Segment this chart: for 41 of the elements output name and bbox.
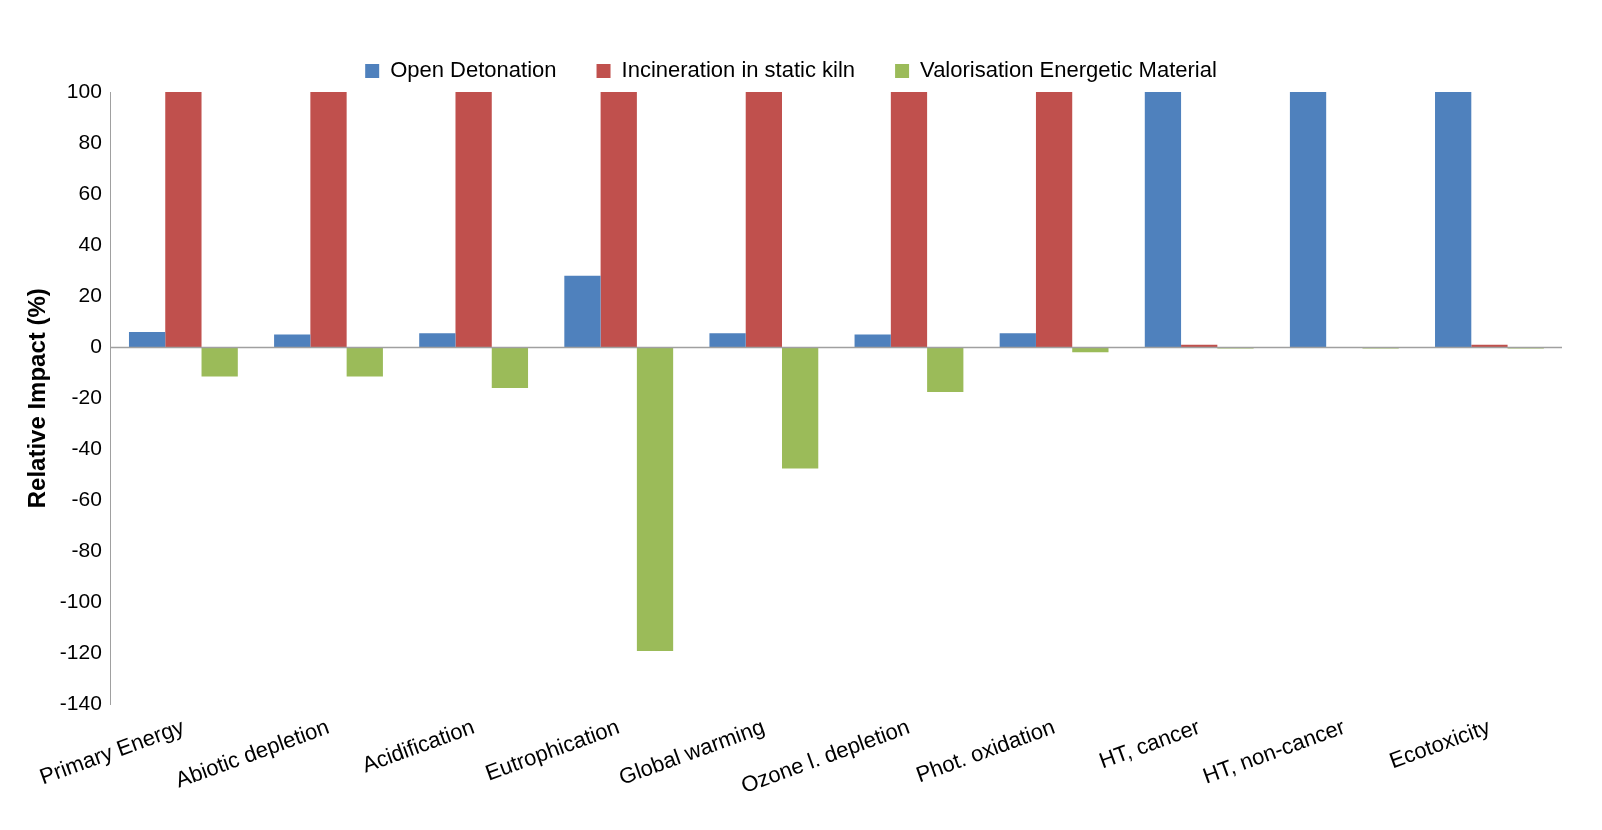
bar (999, 333, 1036, 348)
y-tick-label: 60 (78, 180, 102, 204)
y-tick-label: 20 (78, 282, 102, 306)
y-tick-label: -40 (71, 436, 102, 460)
bar (201, 347, 238, 377)
bar (346, 347, 383, 377)
y-tick-label: -100 (59, 589, 102, 613)
legend-label: Open Detonation (390, 57, 557, 83)
y-tick-label: 0 (90, 334, 102, 358)
bar (128, 331, 166, 348)
y-tick-label: -140 (59, 691, 102, 715)
bar (854, 334, 891, 348)
bar (491, 347, 529, 389)
bar (636, 347, 674, 651)
legend-label: Incineration in static kiln (621, 57, 856, 83)
x-tick-label: HT, cancer (1095, 713, 1203, 774)
bar (165, 92, 202, 348)
bar (419, 333, 456, 348)
bar (709, 333, 746, 348)
legend-label: Valorisation Energetic Material (920, 57, 1217, 83)
bar (564, 275, 601, 348)
bar (310, 92, 347, 348)
y-tick-label: 80 (78, 129, 102, 153)
bar (745, 92, 782, 348)
bar (1435, 92, 1472, 348)
bar (1035, 92, 1073, 348)
bar (274, 334, 311, 348)
y-tick-label: 100 (66, 78, 102, 102)
bar (600, 92, 637, 348)
bar (455, 92, 492, 348)
y-tick-label: -120 (59, 640, 102, 664)
y-axis-title: Relative Impact (%) (23, 288, 51, 509)
y-tick-label: -20 (71, 385, 102, 409)
bar (927, 347, 964, 392)
bar (1289, 92, 1327, 348)
bar (890, 92, 928, 348)
bar (782, 347, 819, 469)
y-tick-label: -60 (71, 487, 102, 511)
y-tick-label: 40 (78, 231, 102, 255)
bar (1144, 92, 1182, 348)
y-tick-label: -80 (71, 538, 102, 562)
